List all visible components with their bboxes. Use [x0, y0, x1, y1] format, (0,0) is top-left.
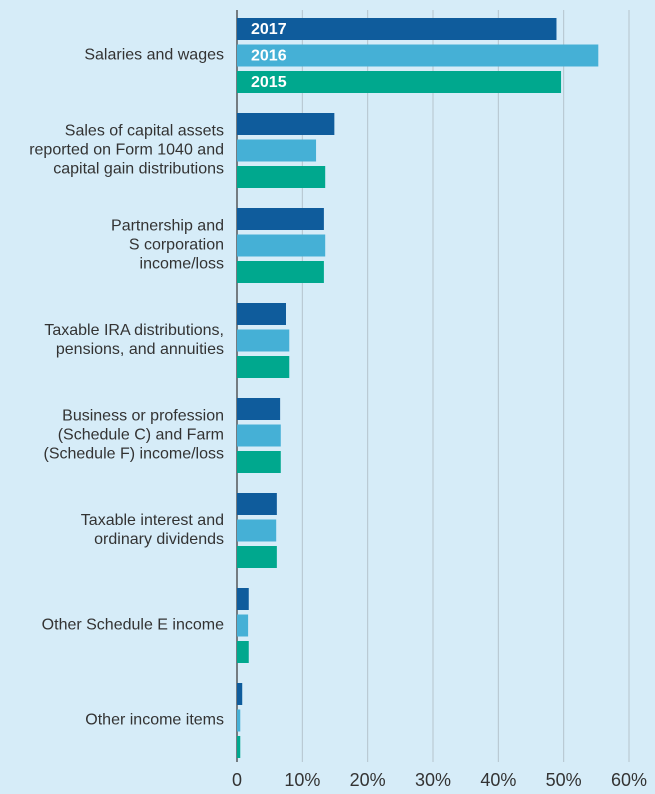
bar: [237, 493, 277, 515]
bar: [237, 519, 277, 542]
bar: [237, 641, 249, 663]
bar: [237, 303, 286, 325]
bar: [237, 139, 317, 162]
bar: [237, 208, 324, 230]
category-label: Taxable IRA distributions, pensions, and …: [44, 322, 224, 358]
series-label: 2016: [251, 48, 287, 65]
bar: [237, 166, 326, 188]
category-label: Partnership and S corporation income/loss: [111, 218, 224, 273]
category-label: Salaries and wages: [84, 47, 224, 64]
series-label: 2017: [251, 21, 287, 38]
bar: [237, 588, 249, 610]
series-label: 2015: [251, 74, 287, 91]
bar: [237, 614, 249, 637]
bar: [237, 234, 326, 257]
bar: [237, 709, 241, 732]
bar: [237, 546, 277, 568]
category-label: Business or profession (Schedule C) and F…: [43, 408, 224, 463]
bar: [237, 398, 281, 420]
x-tick-label: 0: [232, 770, 242, 790]
bar: [237, 18, 557, 40]
bar: [237, 683, 243, 705]
x-tick-label: 20%: [350, 770, 386, 790]
bar: [237, 261, 324, 283]
x-tick-label: 60%: [611, 770, 647, 790]
category-label: Sales of capital assets reported on Form …: [29, 123, 224, 178]
x-tick-label: 40%: [480, 770, 516, 790]
bar: [237, 44, 599, 67]
x-tick-label: 50%: [546, 770, 582, 790]
category-label: Other Schedule E income: [42, 617, 224, 634]
bar: [237, 71, 562, 93]
bar: [237, 424, 281, 447]
bar: [237, 451, 281, 473]
category-label: Other income items: [85, 712, 224, 729]
bar: [237, 736, 241, 758]
bar: [237, 113, 335, 135]
category-label: Taxable interest and ordinary dividends: [81, 512, 224, 548]
bar: [237, 356, 290, 378]
x-tick-label: 30%: [415, 770, 451, 790]
x-tick-label: 10%: [284, 770, 320, 790]
bar: [237, 329, 290, 352]
